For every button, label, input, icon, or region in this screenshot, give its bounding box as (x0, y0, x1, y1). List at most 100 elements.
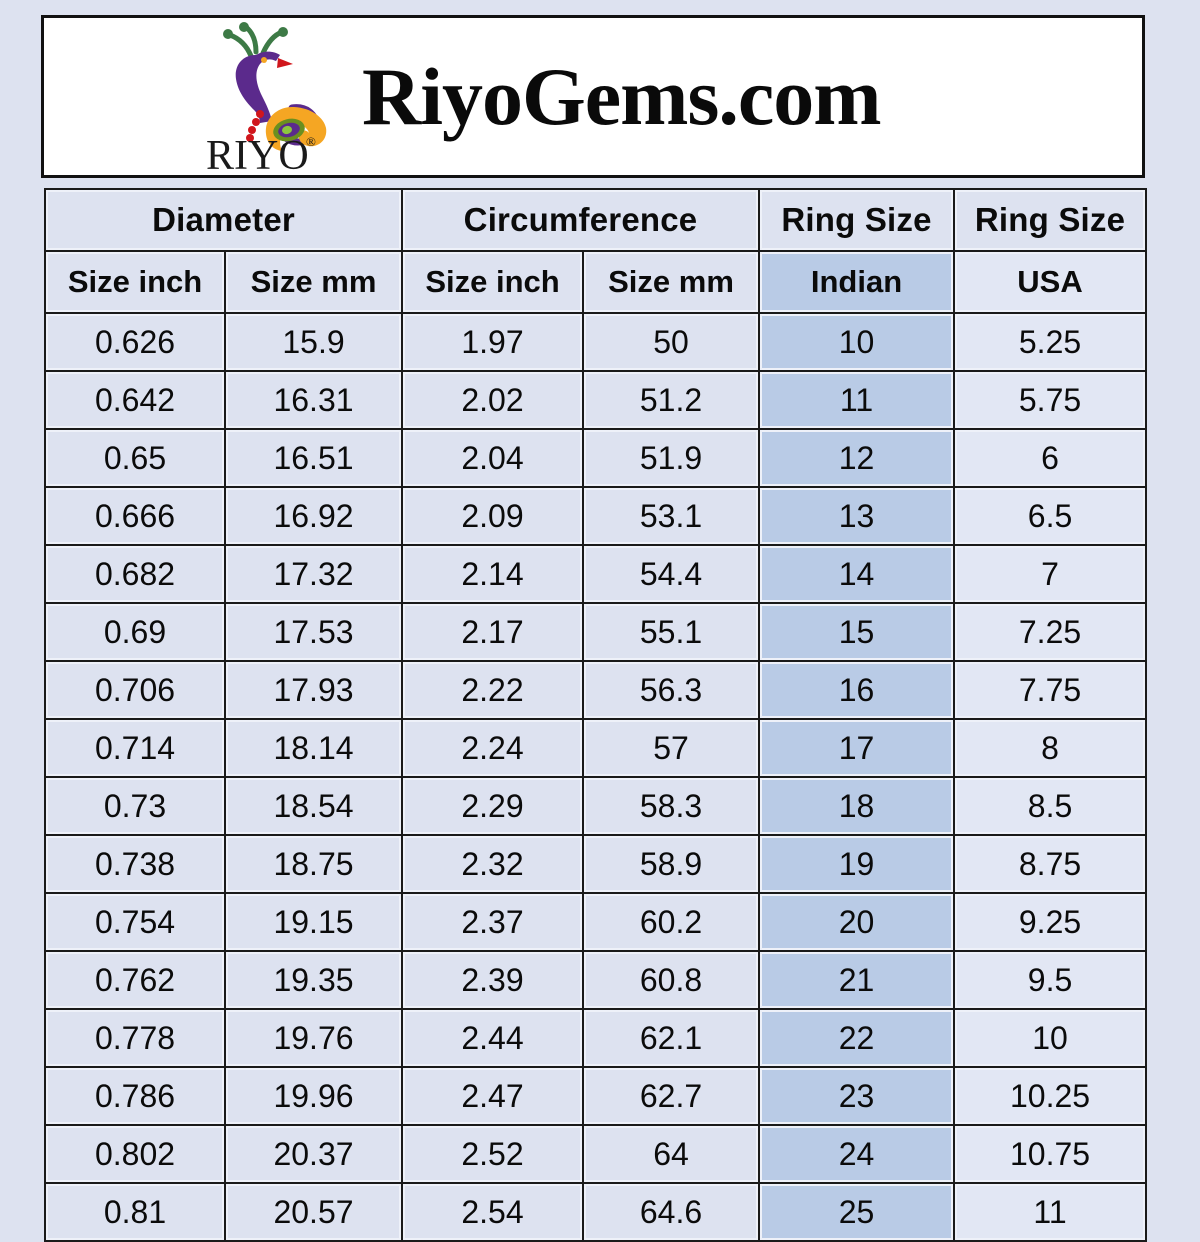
cell-r8-c3: 58.3 (581, 776, 761, 836)
cell-r8-c0: 0.73 (44, 776, 226, 836)
cell-r5-c3: 55.1 (581, 602, 761, 662)
cell-r13-c2: 2.47 (401, 1066, 584, 1126)
ring-size-table: Diameter Circumference Ring Size Ring Size S… (44, 188, 1148, 1242)
cell-r5-c5: 7.25 (953, 602, 1148, 662)
cell-r13-c4: 23 (758, 1066, 956, 1126)
sub-header-usa: USA (953, 250, 1148, 314)
cell-r4-c4: 14 (758, 544, 956, 604)
cell-r1-c3: 51.2 (581, 370, 761, 430)
cell-r14-c1: 20.37 (224, 1124, 403, 1184)
cell-r11-c0: 0.762 (44, 950, 226, 1010)
table-row: 0.666 16.92 2.09 53.1 13 6.5 (44, 486, 1148, 546)
table-row: 0.642 16.31 2.02 51.2 11 5.75 (44, 370, 1148, 430)
cell-r4-c0: 0.682 (44, 544, 226, 604)
cell-r7-c4: 17 (758, 718, 956, 778)
cell-r10-c2: 2.37 (401, 892, 584, 952)
table-row: 0.762 19.35 2.39 60.8 21 9.5 (44, 950, 1148, 1010)
cell-r10-c0: 0.754 (44, 892, 226, 952)
cell-r12-c2: 2.44 (401, 1008, 584, 1068)
cell-r13-c3: 62.7 (581, 1066, 761, 1126)
registered-mark-icon: ® (306, 134, 316, 149)
cell-r4-c5: 7 (953, 544, 1148, 604)
cell-r6-c2: 2.22 (401, 660, 584, 720)
table-row: 0.65 16.51 2.04 51.9 12 6 (44, 428, 1148, 488)
cell-r7-c3: 57 (581, 718, 761, 778)
sub-header-size-inch: Size inch (401, 250, 584, 314)
brand-wordmark: RiyoGems.com (362, 50, 882, 142)
cell-r1-c5: 5.75 (953, 370, 1148, 430)
cell-r6-c0: 0.706 (44, 660, 226, 720)
cell-r5-c0: 0.69 (44, 602, 226, 662)
cell-r14-c4: 24 (758, 1124, 956, 1184)
cell-r9-c3: 58.9 (581, 834, 761, 894)
cell-r0-c3: 50 (581, 312, 761, 372)
cell-r12-c1: 19.76 (224, 1008, 403, 1068)
cell-r1-c0: 0.642 (44, 370, 226, 430)
cell-r7-c0: 0.714 (44, 718, 226, 778)
table-row: 0.73 18.54 2.29 58.3 18 8.5 (44, 776, 1148, 836)
cell-r10-c4: 20 (758, 892, 956, 952)
cell-r9-c2: 2.32 (401, 834, 584, 894)
cell-r5-c1: 17.53 (224, 602, 403, 662)
group-header-cell-0: Diameter (44, 188, 403, 252)
cell-r12-c4: 22 (758, 1008, 956, 1068)
table-row: 0.69 17.53 2.17 55.1 15 7.25 (44, 602, 1148, 662)
table-row: 0.754 19.15 2.37 60.2 20 9.25 (44, 892, 1148, 952)
table-group-header-row: Diameter Circumference Ring Size Ring Size (44, 188, 1148, 252)
cell-r9-c1: 18.75 (224, 834, 403, 894)
cell-r0-c5: 5.25 (953, 312, 1148, 372)
sub-header-size-mm: Size mm (581, 250, 761, 314)
table-row: 0.786 19.96 2.47 62.7 23 10.25 (44, 1066, 1148, 1126)
cell-r8-c1: 18.54 (224, 776, 403, 836)
cell-r10-c1: 19.15 (224, 892, 403, 952)
cell-r3-c1: 16.92 (224, 486, 403, 546)
cell-r10-c5: 9.25 (953, 892, 1148, 952)
cell-r12-c5: 10 (953, 1008, 1148, 1068)
cell-r15-c4: 25 (758, 1182, 956, 1242)
cell-r2-c2: 2.04 (401, 428, 584, 488)
cell-r13-c1: 19.96 (224, 1066, 403, 1126)
group-header-cell-3: Ring Size (953, 188, 1148, 252)
cell-r3-c5: 6.5 (953, 486, 1148, 546)
cell-r1-c1: 16.31 (224, 370, 403, 430)
cell-r2-c1: 16.51 (224, 428, 403, 488)
cell-r15-c5: 11 (953, 1182, 1148, 1242)
sub-header-size-inch: Size inch (44, 250, 226, 314)
logo-riyo-text: RIYO (206, 133, 309, 172)
cell-r2-c5: 6 (953, 428, 1148, 488)
table-row: 0.682 17.32 2.14 54.4 14 7 (44, 544, 1148, 604)
cell-r5-c4: 15 (758, 602, 956, 662)
cell-r7-c1: 18.14 (224, 718, 403, 778)
peacock-logo-icon: RIYO ® (194, 21, 344, 172)
cell-r1-c4: 11 (758, 370, 956, 430)
cell-r5-c2: 2.17 (401, 602, 584, 662)
table-row: 0.706 17.93 2.22 56.3 16 7.75 (44, 660, 1148, 720)
cell-r4-c1: 17.32 (224, 544, 403, 604)
cell-r3-c3: 53.1 (581, 486, 761, 546)
cell-r6-c5: 7.75 (953, 660, 1148, 720)
cell-r0-c2: 1.97 (401, 312, 584, 372)
sub-header-size-mm: Size mm (224, 250, 403, 314)
cell-r3-c2: 2.09 (401, 486, 584, 546)
cell-r13-c0: 0.786 (44, 1066, 226, 1126)
cell-r9-c5: 8.75 (953, 834, 1148, 894)
cell-r11-c5: 9.5 (953, 950, 1148, 1010)
cell-r9-c4: 19 (758, 834, 956, 894)
cell-r2-c3: 51.9 (581, 428, 761, 488)
ring-size-chart-page: RIYO ® RiyoGems.com Diameter Circumferenc… (41, 15, 1148, 1242)
cell-r1-c2: 2.02 (401, 370, 584, 430)
table-row: 0.802 20.37 2.52 64 24 10.75 (44, 1124, 1148, 1184)
cell-r0-c1: 15.9 (224, 312, 403, 372)
cell-r10-c3: 60.2 (581, 892, 761, 952)
cell-r8-c2: 2.29 (401, 776, 584, 836)
brand-header: RIYO ® RiyoGems.com (41, 15, 1145, 178)
table-sub-header-row: Size inch Size mm Size inch Size mm Indian US… (44, 250, 1148, 314)
cell-r14-c3: 64 (581, 1124, 761, 1184)
cell-r14-c0: 0.802 (44, 1124, 226, 1184)
cell-r15-c0: 0.81 (44, 1182, 226, 1242)
cell-r14-c2: 2.52 (401, 1124, 584, 1184)
table-row: 0.778 19.76 2.44 62.1 22 10 (44, 1008, 1148, 1068)
cell-r9-c0: 0.738 (44, 834, 226, 894)
cell-r8-c4: 18 (758, 776, 956, 836)
group-header-cell-1: Circumference (400, 188, 761, 252)
